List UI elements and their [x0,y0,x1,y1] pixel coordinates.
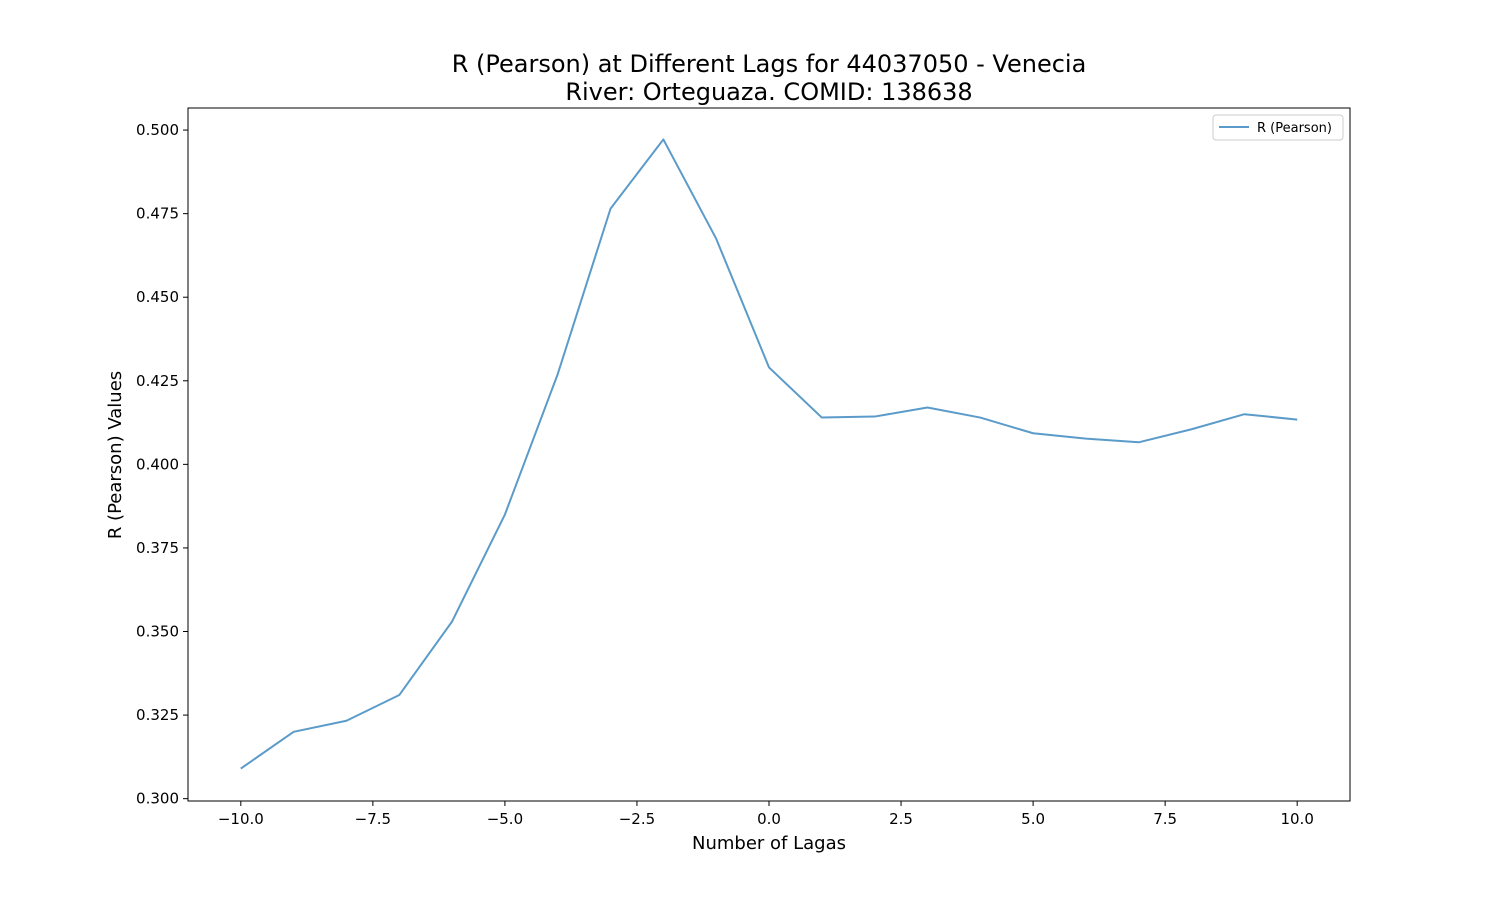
y-axis-label: R (Pearson) Values [105,371,126,539]
x-tick-label: 7.5 [1153,810,1177,828]
y-tick-label: 0.325 [136,706,179,724]
x-tick-label: −7.5 [355,810,391,828]
x-tick-label: −2.5 [619,810,655,828]
x-tick-label: 5.0 [1021,810,1045,828]
plot-area-frame [187,107,1351,802]
legend-box [1212,114,1344,141]
y-tick-label: 0.400 [136,455,179,473]
y-axis-ticks: 0.300 0.325 0.350 0.375 0.400 0.425 0.450 0.475… [136,121,188,808]
series-layer [240,138,1298,770]
legend: R (Pearson) [1212,114,1344,141]
y-tick-label: 0.300 [136,790,179,808]
legend-label: R (Pearson) [1257,121,1332,136]
y-tick-label: 0.450 [136,288,179,306]
y-tick-label: 0.375 [136,539,179,557]
chart-title-line-2: River: Orteguaza. COMID: 138638 [565,78,972,106]
x-tick-label: 2.5 [889,810,913,828]
y-tick-label: 0.475 [136,205,179,223]
x-axis-label: Number of Lagas [692,833,846,854]
x-axis-ticks: −10.0 −7.5 −5.0 −2.5 0.0 2.5 5.0 7.5 10.0 [218,801,1314,828]
chart-title-line-1: R (Pearson) at Different Lags for 440370… [452,50,1087,78]
series-line-r-pearson [240,138,1298,770]
y-tick-label: 0.350 [136,623,179,641]
x-tick-label: 10.0 [1280,810,1313,828]
y-tick-label: 0.425 [136,372,179,390]
x-tick-label: −5.0 [487,810,523,828]
x-tick-label: −10.0 [218,810,264,828]
x-tick-label: 0.0 [757,810,781,828]
y-tick-label: 0.500 [136,121,179,139]
